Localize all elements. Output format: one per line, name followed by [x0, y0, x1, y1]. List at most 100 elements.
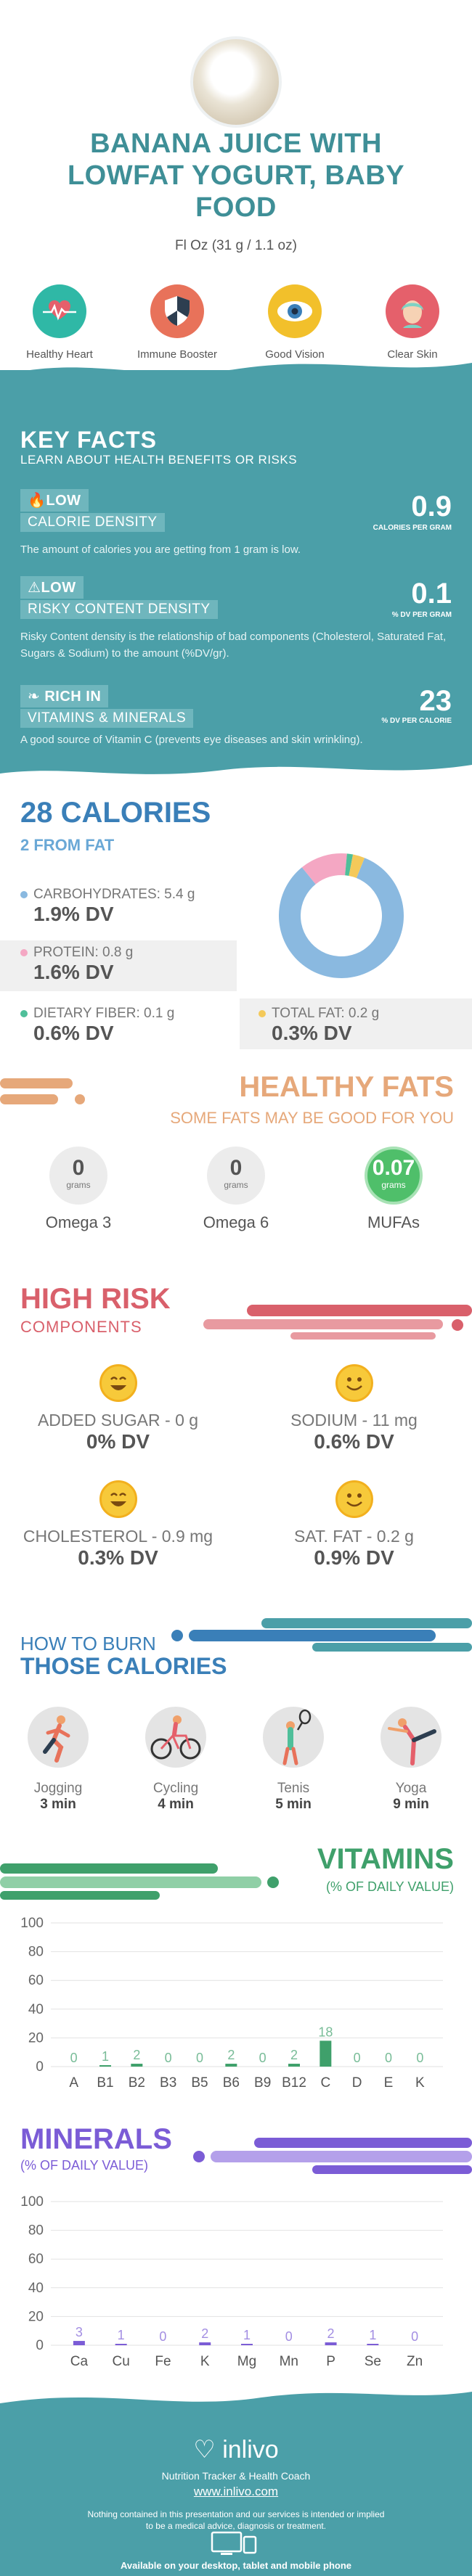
burn-title-line2: THOSE CALORIES	[20, 1653, 227, 1679]
benefit-healthy-heart: Healthy Heart	[16, 284, 103, 361]
smile-icon	[99, 1364, 137, 1402]
minerals-value-label: 3	[76, 2325, 83, 2339]
minerals-value-label: 1	[369, 2328, 376, 2342]
high-risk-subtitle: COMPONENTS	[20, 1318, 142, 1336]
vitamins-x-tick: A	[69, 2075, 78, 2091]
legend-dot	[20, 1009, 28, 1017]
macro-total-fat: TOTAL FAT: 0.2 g 0.3% DV	[259, 1006, 379, 1045]
fact-level-tag: ❧ RICH IN	[20, 685, 109, 707]
fact-unit: % DV PER CALORIE	[381, 717, 452, 725]
fact-name-tag: VITAMINS & MINERALS	[20, 709, 194, 728]
vitamins-value-label: 0	[354, 2051, 361, 2065]
vitamins-y-tick: 100	[20, 1916, 44, 1931]
minerals-value-label: 0	[285, 2329, 293, 2344]
decor-stripes	[171, 1618, 472, 1652]
minerals-bar	[367, 2344, 379, 2345]
smile-icon	[335, 1364, 373, 1402]
devices-icon	[211, 2531, 257, 2555]
heart-logo-icon: ♡	[193, 2436, 216, 2464]
footer-url[interactable]: www.inlivo.com	[193, 2485, 279, 2498]
minerals-x-tick: Mn	[280, 2354, 298, 2369]
macro-protein: PROTEIN: 0.8 g 1.6% DV	[20, 945, 133, 984]
fact-value: 0.9	[411, 491, 452, 522]
minerals-bar	[241, 2344, 253, 2345]
key-facts-title: KEY FACTS	[20, 427, 157, 453]
benefit-immune-booster: Immune Booster	[134, 284, 221, 361]
minerals-y-tick: 40	[28, 2281, 44, 2296]
fact-unit: CALORIES PER GRAM	[373, 524, 452, 532]
vitamins-x-tick: E	[384, 2075, 394, 2091]
vitamins-y-tick: 0	[36, 2059, 44, 2075]
footer-brand: ♡ inlivo	[193, 2436, 279, 2464]
page-title: BANANA JUICE WITH LOWFAT YOGURT, BABY FO…	[67, 128, 405, 223]
minerals-title: MINERALS	[20, 2123, 172, 2155]
footer	[0, 2409, 472, 2576]
legend-dot	[259, 1009, 266, 1017]
benefit-good-vision: Good Vision	[251, 284, 338, 361]
vitamins-value-label: 0	[385, 2051, 392, 2065]
shield-icon	[150, 284, 204, 338]
decor-stripes	[203, 1305, 472, 1340]
footer-availability: Available on your desktop, tablet and mo…	[120, 2560, 352, 2571]
fact-level-tag: 🔥LOW	[20, 489, 89, 512]
smile-icon	[335, 1480, 373, 1518]
vitamins-y-tick: 60	[28, 1973, 44, 1988]
vitamins-value-label: 0	[196, 2051, 203, 2065]
fact-calorie-density: 🔥LOW CALORIE DENSITY	[20, 489, 165, 532]
minerals-x-tick: K	[200, 2354, 210, 2369]
vitamins-subtitle: (% OF DAILY VALUE)	[325, 1879, 454, 1894]
benefit-label: Healthy Heart	[26, 348, 93, 361]
fat-omega-6: 0 grams Omega 6	[192, 1147, 280, 1232]
footer-tagline: Nutrition Tracker & Health Coach	[161, 2470, 311, 2482]
vitamins-value-label: 1	[102, 2049, 109, 2064]
vitamins-y-tick: 20	[28, 2030, 44, 2046]
minerals-x-tick: P	[326, 2354, 335, 2369]
smile-icon	[99, 1480, 137, 1518]
wave-divider	[0, 2392, 472, 2413]
vitamins-x-tick: B6	[223, 2075, 240, 2091]
burn-title-line1: HOW TO BURN	[20, 1633, 156, 1654]
face-icon	[386, 284, 439, 338]
benefit-label: Clear Skin	[387, 348, 438, 361]
donut-slice-carbohydrates	[279, 858, 404, 978]
minerals-y-tick: 20	[28, 2309, 44, 2324]
vitamins-x-tick: B5	[191, 2075, 208, 2091]
minerals-x-tick: Zn	[407, 2354, 423, 2369]
fact-value: 23	[419, 685, 452, 717]
vitamins-value-label: 2	[133, 2048, 140, 2062]
donut-slice-protein	[301, 853, 347, 885]
minerals-value-label: 1	[118, 2328, 125, 2342]
vitamins-x-tick: B9	[254, 2075, 271, 2091]
vitamins-bar-chart: 0204060801000A1B12B20B30B52B60B92B1218C0…	[20, 1916, 443, 2091]
minerals-bar	[73, 2341, 85, 2345]
tennis-icon	[263, 1707, 324, 1768]
minerals-x-tick: Fe	[155, 2354, 171, 2369]
fact-name-tag: RISKY CONTENT DENSITY	[20, 600, 218, 619]
vitamins-value-label: 0	[165, 2051, 172, 2065]
minerals-x-tick: Ca	[70, 2354, 89, 2369]
vitamins-x-tick: B3	[160, 2075, 176, 2091]
eye-icon	[268, 284, 322, 338]
vitamins-bar	[320, 2040, 332, 2067]
vitamins-x-tick: K	[415, 2075, 425, 2091]
benefit-label: Immune Booster	[137, 348, 218, 361]
benefit-clear-skin: Clear Skin	[369, 284, 456, 361]
vitamins-x-tick: B1	[97, 2075, 113, 2091]
vitamins-x-tick: B12	[282, 2075, 306, 2091]
vitamins-value-label: 2	[290, 2048, 298, 2062]
activity-yoga: Yoga 9 min	[367, 1707, 455, 1813]
vitamins-bar	[131, 2064, 143, 2067]
fact-description: The amount of calories you are getting f…	[20, 543, 301, 556]
flame-icon: 🔥	[28, 493, 46, 509]
fact-description: A good source of Vitamin C (prevents eye…	[20, 734, 363, 746]
fact-vitamins-minerals: ❧ RICH IN VITAMINS & MINERALS	[20, 685, 194, 728]
decor-stripes	[0, 1078, 85, 1104]
minerals-value-label: 2	[327, 2326, 335, 2341]
minerals-y-tick: 0	[36, 2338, 44, 2353]
risk-sat-fat: SAT. FAT - 0.2 g 0.9% DV	[236, 1480, 472, 1570]
fat-omega-3: 0 grams Omega 3	[35, 1147, 122, 1232]
fact-level-tag: ⚠LOW	[20, 576, 84, 599]
minerals-value-label: 0	[411, 2329, 418, 2344]
legend-dot	[20, 948, 28, 956]
macro-protein-bg	[0, 940, 237, 991]
